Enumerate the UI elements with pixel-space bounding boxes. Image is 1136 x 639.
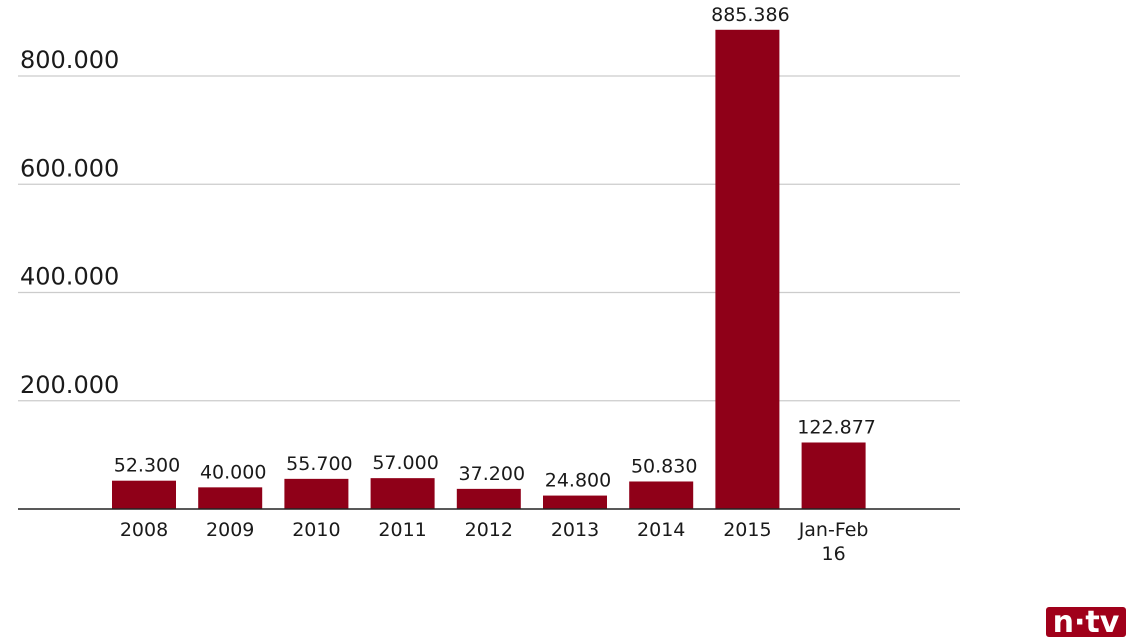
bar — [629, 481, 694, 509]
data-label: 24.800 — [545, 470, 611, 492]
x-tick-label: 2008 — [120, 519, 168, 541]
bar — [112, 480, 176, 509]
data-labels: 52.300 40.000 55.700 57.000 37.200 24.800 50.8… — [114, 4, 876, 492]
data-label: 57.000 — [372, 452, 438, 474]
y-tick-label: 800.000 — [20, 46, 119, 74]
gridlines — [18, 75, 960, 402]
x-tick-label: 2011 — [378, 519, 426, 541]
data-label: 122.877 — [797, 416, 876, 438]
data-label: 55.700 — [286, 453, 352, 475]
bar — [801, 442, 866, 509]
bar — [456, 488, 521, 509]
bar — [543, 495, 607, 509]
y-tick-label: 600.000 — [20, 154, 119, 182]
x-tick-label: 2013 — [551, 519, 599, 541]
bars — [112, 29, 866, 510]
data-label: 50.830 — [631, 455, 697, 477]
data-label: 52.300 — [114, 455, 180, 477]
logo-background — [1046, 607, 1126, 637]
bar — [715, 29, 780, 510]
bar — [284, 478, 349, 509]
bar — [198, 487, 263, 509]
bar — [370, 478, 435, 509]
data-label: 40.000 — [200, 461, 266, 483]
y-axis-tick-labels: 200.000 400.000 600.000 800.000 — [20, 46, 119, 399]
logo-text: n·tv — [1053, 605, 1120, 637]
x-tick-label: 2010 — [292, 519, 340, 541]
x-tick-label: 2009 — [206, 519, 254, 541]
x-tick-label: Jan-Feb 16 — [798, 519, 869, 565]
x-tick-label: 2014 — [637, 519, 685, 541]
y-tick-label: 200.000 — [20, 371, 119, 399]
y-tick-label: 400.000 — [20, 263, 119, 291]
ntv-logo: n·tv — [1046, 605, 1126, 637]
x-axis-tick-labels: 2008 2009 2010 2011 2012 2013 2014 2015 Jan-Feb 1… — [120, 519, 869, 565]
data-label: 885.386 — [711, 4, 790, 26]
x-tick-label: 2015 — [723, 519, 771, 541]
data-label: 37.200 — [459, 463, 525, 485]
x-tick-label: 2012 — [465, 519, 513, 541]
